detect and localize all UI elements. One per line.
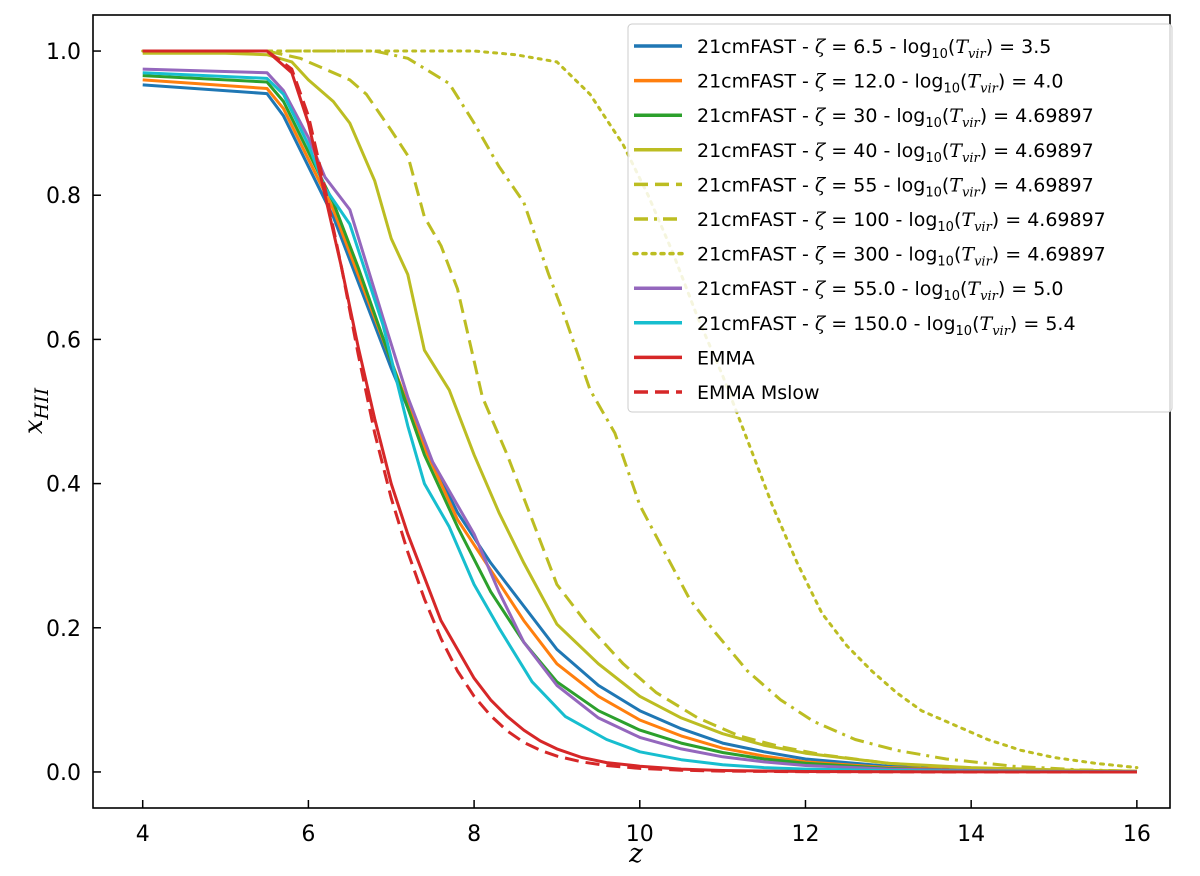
legend-label-8: 21cmFAST - ζ = 150.0 - log10(Tvir) = 5.4	[697, 313, 1076, 339]
x-tick-label-3: 10	[626, 822, 654, 847]
x-tick-label-1: 6	[301, 822, 315, 847]
series-line-6	[141, 49, 1139, 770]
x-axis-label: z	[628, 839, 643, 869]
x-tick-label-5: 14	[957, 822, 985, 847]
y-tick-label-3: 0.6	[46, 328, 81, 353]
series-line-10	[142, 49, 1137, 774]
legend-label-9: EMMA	[697, 347, 755, 369]
legend-box	[627, 23, 1173, 413]
series-line-0	[142, 83, 1137, 773]
legend-label-5: 21cmFAST - ζ = 100 - log10(Tvir) = 4.698…	[697, 209, 1106, 235]
legend-label-6: 21cmFAST - ζ = 300 - log10(Tvir) = 4.698…	[697, 244, 1106, 270]
x-tick-label-4: 12	[791, 822, 819, 847]
ticks-layer: 4 6 8 10 12 14 16 0.0 0.2 0.4 0.6 0.8 1.0	[46, 40, 1151, 847]
legend-label-1: 21cmFAST - ζ = 12.0 - log10(Tvir) = 4.0	[697, 71, 1063, 97]
legend-label-2: 21cmFAST - ζ = 30 - log10(Tvir) = 4.6989…	[697, 105, 1094, 131]
series-layer	[141, 49, 1139, 774]
legend-label-10: EMMA Mslow	[697, 382, 820, 404]
y-axis-label: xHII	[19, 387, 53, 434]
y-tick-label-1: 0.2	[46, 617, 81, 642]
x-tick-label-6: 16	[1123, 822, 1151, 847]
x-tick-label-0: 4	[136, 822, 150, 847]
y-tick-label-0: 0.0	[46, 761, 81, 786]
series-line-5	[142, 49, 1137, 773]
legend-label-4: 21cmFAST - ζ = 55 - log10(Tvir) = 4.6989…	[697, 174, 1094, 200]
y-tick-label-4: 0.8	[46, 184, 81, 209]
y-tick-label-5: 1.0	[46, 40, 81, 65]
series-line-4	[142, 49, 1137, 773]
x-tick-label-2: 8	[467, 822, 481, 847]
legend-label-7: 21cmFAST - ζ = 55.0 - log10(Tvir) = 5.0	[697, 278, 1063, 304]
legend-label-0: 21cmFAST - ζ = 6.5 - log10(Tvir) = 3.5	[697, 36, 1051, 62]
legend-label-3: 21cmFAST - ζ = 40 - log10(Tvir) = 4.6989…	[697, 140, 1094, 166]
series-line-3	[142, 51, 1137, 773]
y-tick-label-2: 0.4	[46, 473, 81, 498]
y-axis-label-main: x	[19, 419, 49, 434]
y-axis-label-sub: HII	[31, 387, 53, 420]
legend: 21cmFAST - ζ = 6.5 - log10(Tvir) = 3.5 21…	[627, 23, 1173, 413]
